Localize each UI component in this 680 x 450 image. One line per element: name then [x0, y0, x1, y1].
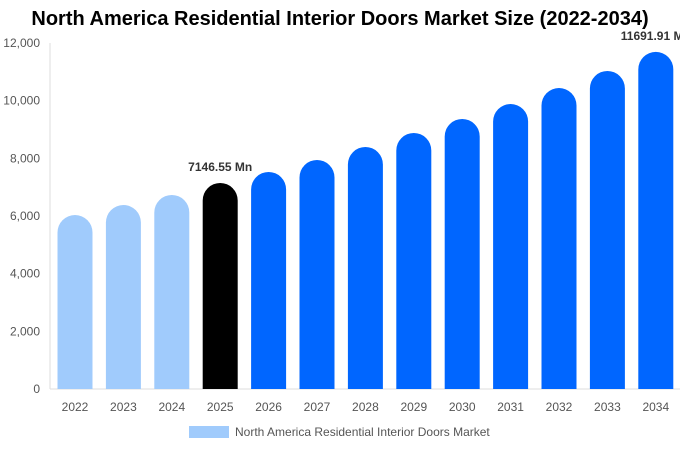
- x-tick-label: 2030: [449, 400, 476, 414]
- x-tick-label: 2031: [497, 400, 524, 414]
- x-tick-label: 2033: [594, 400, 621, 414]
- legend: North America Residential Interior Doors…: [189, 425, 490, 439]
- data-label: 11691.91 Mn: [621, 29, 680, 43]
- bar-2025: [202, 182, 238, 389]
- x-tick-label: 2027: [304, 400, 331, 414]
- x-tick-label: 2022: [62, 400, 89, 414]
- y-tick-label: 6,000: [10, 209, 40, 223]
- y-tick-label: 0: [33, 382, 40, 396]
- bar-2030: [444, 118, 480, 389]
- bar-2028: [347, 146, 383, 389]
- bar-2029: [396, 132, 432, 389]
- bar-2027: [299, 159, 335, 389]
- y-tick-label: 8,000: [10, 151, 40, 165]
- bar-2024: [154, 194, 190, 389]
- x-tick-label: 2028: [352, 400, 379, 414]
- bar-2033: [589, 70, 625, 390]
- y-tick-label: 10,000: [3, 94, 40, 108]
- bar-2031: [493, 104, 529, 390]
- x-tick-label: 2023: [110, 400, 137, 414]
- chart-title: North America Residential Interior Doors…: [31, 8, 649, 30]
- bar-2026: [251, 171, 287, 389]
- x-tick-label: 2034: [642, 400, 669, 414]
- x-tick-label: 2029: [400, 400, 427, 414]
- bar-2022: [57, 214, 93, 389]
- x-tick-label: 2025: [207, 400, 234, 414]
- legend-swatch: [189, 426, 229, 438]
- legend-label: North America Residential Interior Doors…: [235, 425, 490, 439]
- data-label: 7146.55 Mn: [188, 160, 252, 174]
- bar-2032: [541, 88, 577, 390]
- bar-2023: [105, 205, 141, 389]
- y-tick-label: 2,000: [10, 324, 40, 338]
- x-tick-label: 2032: [546, 400, 573, 414]
- bar-2034: [638, 51, 674, 389]
- x-tick-label: 2024: [158, 400, 185, 414]
- x-tick-label: 2026: [255, 400, 282, 414]
- y-tick-label: 4,000: [10, 267, 40, 281]
- y-tick-label: 12,000: [3, 36, 40, 50]
